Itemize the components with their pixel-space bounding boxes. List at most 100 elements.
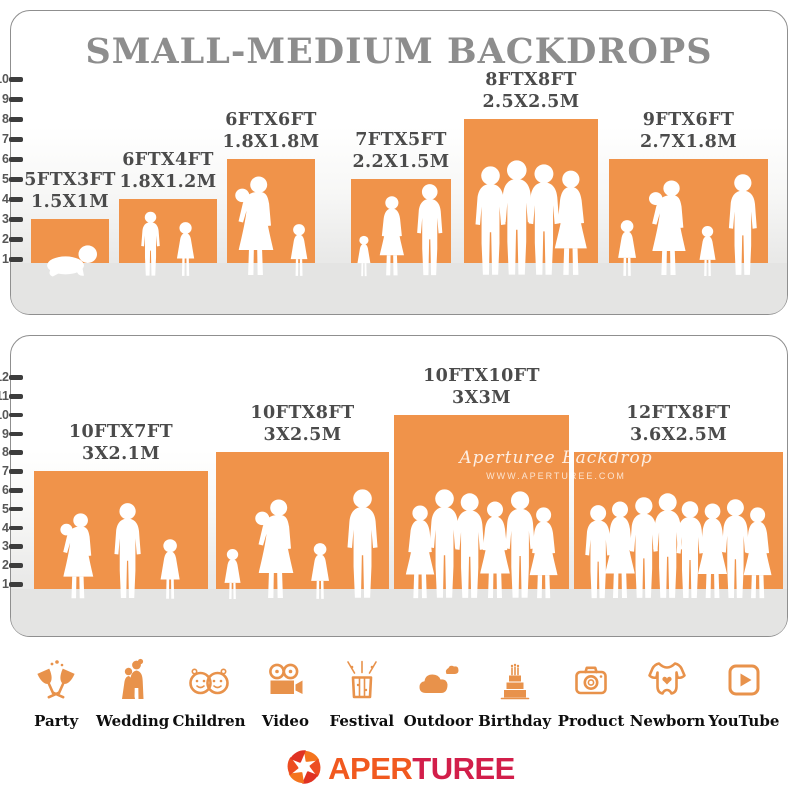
backdrop-size-m: 2.7X1.8M xyxy=(639,131,738,152)
person-silhouette-girl xyxy=(290,224,308,276)
category-label: Product xyxy=(557,712,625,730)
ruler-tick xyxy=(9,582,23,587)
ruler-number: 2 xyxy=(2,232,9,246)
camera-icon xyxy=(568,657,614,703)
backdrop-size-ft: 7FTX5FT xyxy=(355,130,447,150)
category-youtube: YouTube xyxy=(706,657,782,730)
backdrop-size-ft: 6FTX6FT xyxy=(225,110,317,130)
person-silhouette-womanbaby xyxy=(648,180,686,276)
clouds-icon xyxy=(415,657,461,703)
ruler-tick xyxy=(9,525,23,531)
ruler-number: 4 xyxy=(2,520,9,535)
person-silhouette-boy xyxy=(141,211,160,276)
person-silhouette-woman xyxy=(479,501,510,598)
backdrop-size-m: 1.5X1M xyxy=(31,191,109,212)
ruler-tick xyxy=(9,197,23,202)
category-outdoor: Outdoor xyxy=(400,657,476,730)
watermark-brand: Aperturee Backdrop xyxy=(459,448,653,468)
category-label: Outdoor xyxy=(403,712,473,730)
person-silhouette-man xyxy=(721,499,749,598)
ruler-number: 7 xyxy=(2,132,9,146)
category-newborn: Newborn xyxy=(629,657,705,730)
watermark: Aperturee Backdrop WWW.APERTUREE.COM xyxy=(441,448,671,481)
category-label: YouTube xyxy=(708,712,780,730)
ruler-tick xyxy=(9,431,23,437)
backdrop-size-label: 8FTX8FT 2.5X2.5M xyxy=(431,70,631,114)
category-label: Party xyxy=(34,712,79,730)
movie-camera-icon xyxy=(262,657,308,703)
ruler-number: 2 xyxy=(2,558,9,573)
ruler-number: 9 xyxy=(2,92,9,106)
person-silhouette-man xyxy=(475,166,506,275)
person-silhouette-woman xyxy=(405,505,434,599)
ruler-tick xyxy=(9,117,23,122)
person-silhouette-man xyxy=(455,493,485,598)
person-silhouette-man xyxy=(585,505,612,599)
person-silhouette-womanbaby xyxy=(235,176,274,275)
backdrop-area: 10FTX7FT 3X2.1M 10FTX8FT 3X2.5M 10FTX10FT 3X3… xyxy=(11,336,787,636)
birthday-cake-icon xyxy=(492,657,538,703)
backdrop-size-m: 3X2.1M xyxy=(82,444,160,465)
person-silhouette-girl xyxy=(357,235,371,277)
top-panel: SMALL-MEDIUM BACKDROPS 1 2 3 4 5 6 7 8 9 10 5FTX3… xyxy=(0,10,788,315)
baby-onesie-icon xyxy=(644,657,690,703)
backdrop-size-label: 6FTX4FT 1.8X1.2M xyxy=(68,150,268,194)
person-silhouette-man xyxy=(505,491,535,598)
category-children: Children xyxy=(171,657,247,730)
backdrop-size-label: 12FTX8FT 3.6X2.5M xyxy=(579,403,779,447)
category-label: Birthday xyxy=(478,712,552,730)
category-row: Party Wedding Children xyxy=(18,657,782,730)
backdrop-size-ft: 9FTX6FT xyxy=(642,110,735,130)
children-faces-icon xyxy=(186,657,232,703)
backdrop-size-label: 9FTX6FT 2.7X1.8M xyxy=(589,110,789,154)
ruler-number: 9 xyxy=(2,426,9,441)
ruler-number: 6 xyxy=(2,483,9,497)
backdrop-size-m: 2.5X2.5M xyxy=(482,91,580,112)
floor xyxy=(11,263,787,314)
ruler-tick xyxy=(9,544,23,549)
backdrop-size-label: 10FTX7FT 3X2.1M xyxy=(21,422,221,466)
ruler-number: 10 xyxy=(0,407,9,422)
backdrop-size-ft: 10FTX8FT xyxy=(250,403,355,424)
category-birthday: Birthday xyxy=(476,657,552,730)
backdrop-size-ft: 10FTX10FT xyxy=(423,365,540,386)
ruler-tick xyxy=(9,450,23,455)
person-silhouette-man xyxy=(676,501,704,598)
person-silhouette-girl xyxy=(699,226,716,276)
ruler-tick xyxy=(9,217,23,222)
youtube-play-icon xyxy=(721,657,767,703)
ruler-tick xyxy=(9,506,23,512)
ruler-tick xyxy=(9,97,23,102)
backdrop-area: 5FTX3FT 1.5X1M 6FTX4FT 1.8X1.2M 6FTX6FT 1.8X1… xyxy=(11,11,787,314)
backdrop-size-label: 10FTX8FT 3X2.5M xyxy=(203,403,403,447)
backdrop-rect xyxy=(119,199,217,263)
category-label: Children xyxy=(172,712,246,730)
category-festival: Festival xyxy=(324,657,400,730)
backdrop-size-ft: 10FTX7FT xyxy=(68,422,174,443)
backdrop-size-ft: 12FTX8FT xyxy=(626,403,731,424)
ruler-tick xyxy=(9,257,23,262)
backdrop-size-m: 3X2.5M xyxy=(263,425,342,446)
infographic-title: SMALL-MEDIUM BACKDROPS xyxy=(85,31,713,72)
category-party: Party xyxy=(18,657,94,730)
backdrop-size-label: 6FTX6FT 1.8X1.8M xyxy=(171,110,371,154)
brand-name: APERTUREE xyxy=(328,751,515,786)
person-silhouette-woman xyxy=(529,507,558,599)
person-silhouette-man xyxy=(416,184,442,276)
person-silhouette-woman xyxy=(743,507,772,599)
ruler-number: 3 xyxy=(2,539,9,554)
person-silhouette-man xyxy=(429,489,460,598)
person-silhouette-womanbaby xyxy=(255,499,294,598)
ruler-tick xyxy=(9,412,23,418)
category-video: Video xyxy=(247,657,323,730)
ruler-number: 3 xyxy=(2,212,9,226)
floor xyxy=(11,589,787,636)
person-silhouette-man xyxy=(500,160,533,275)
backdrop-size-ft: 6FTX4FT xyxy=(122,150,214,170)
category-label: Wedding xyxy=(95,712,170,730)
person-silhouette-man xyxy=(630,497,659,598)
ruler-number: 10 xyxy=(0,72,9,86)
gift-box-icon xyxy=(339,657,385,703)
person-silhouette-girl xyxy=(160,539,180,599)
person-silhouette-man xyxy=(528,164,559,275)
